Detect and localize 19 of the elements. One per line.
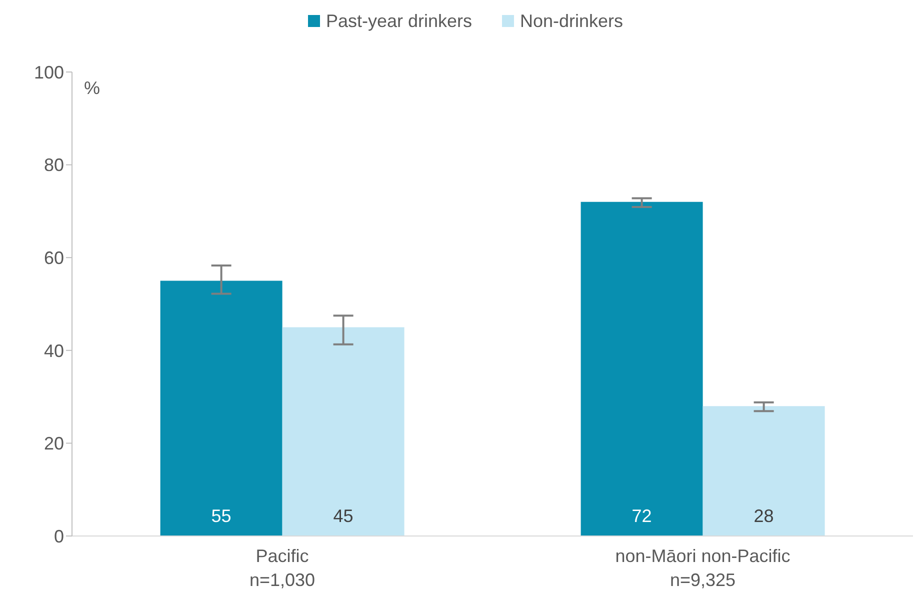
data-label: 55 xyxy=(211,506,232,526)
y-tick-label: 20 xyxy=(44,434,64,454)
data-label: 28 xyxy=(754,506,774,526)
y-tick-label: 80 xyxy=(44,155,64,176)
bar xyxy=(580,202,703,536)
y-tick-label: 0 xyxy=(54,526,64,546)
y-axis-title: % xyxy=(84,78,100,99)
x-tick-label: Pacific n=1,030 xyxy=(249,546,316,590)
legend-label: Non-drinkers xyxy=(519,10,624,32)
legend-label: Past-year drinkers xyxy=(324,10,472,32)
y-tick-label: 60 xyxy=(44,248,64,268)
x-tick-label: non-Māori non-Pacific n=9,325 xyxy=(615,546,790,590)
data-label: 45 xyxy=(333,506,354,526)
y-tick-label: 40 xyxy=(44,340,64,361)
bar xyxy=(160,280,282,536)
bar xyxy=(282,327,404,536)
y-tick-label: 100 xyxy=(34,62,64,82)
data-label: 72 xyxy=(632,506,652,526)
bar xyxy=(702,406,825,536)
